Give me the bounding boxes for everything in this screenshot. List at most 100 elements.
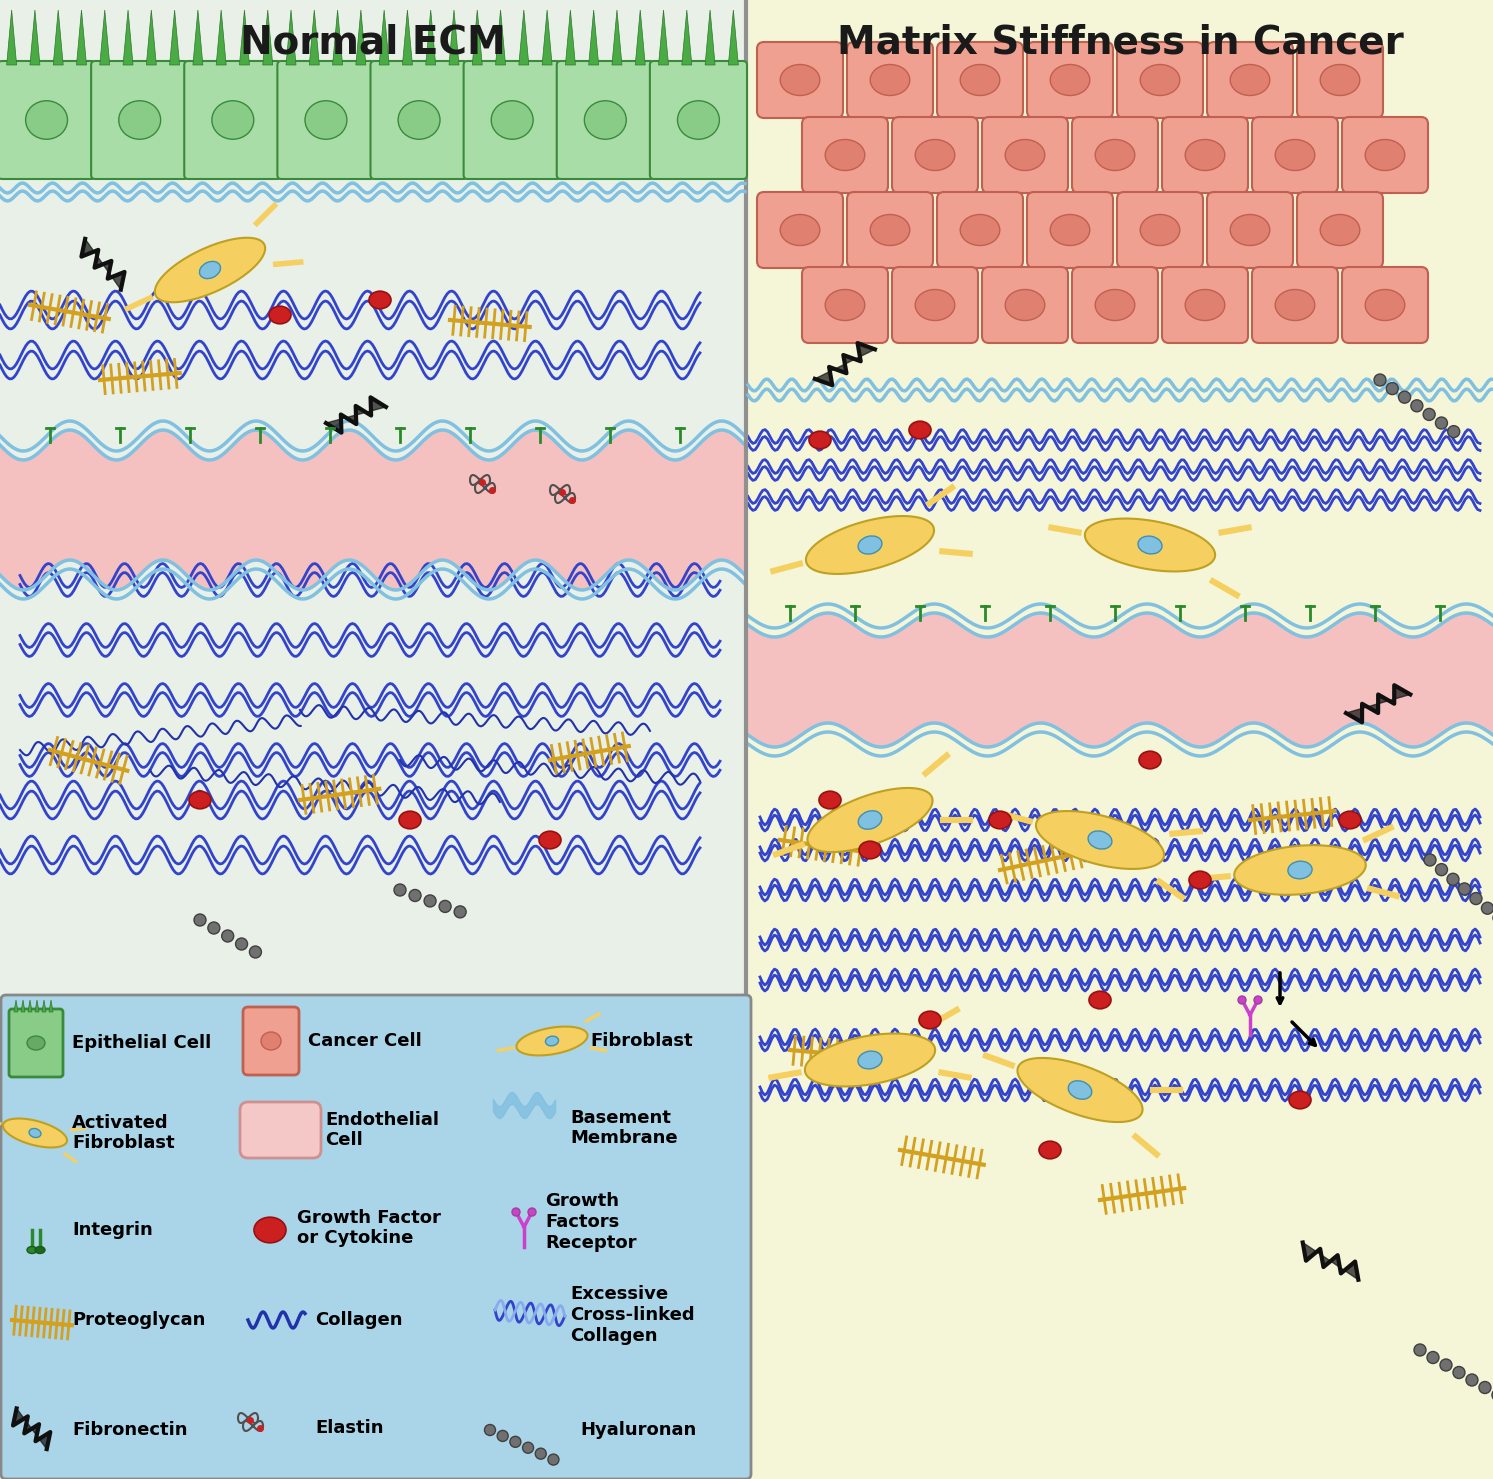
Ellipse shape <box>1288 861 1312 879</box>
Ellipse shape <box>1067 1081 1091 1099</box>
Circle shape <box>497 1430 508 1442</box>
Ellipse shape <box>545 1037 558 1046</box>
FancyBboxPatch shape <box>243 1007 299 1075</box>
FancyBboxPatch shape <box>278 61 375 179</box>
FancyBboxPatch shape <box>1027 192 1112 268</box>
Ellipse shape <box>269 306 291 324</box>
Polygon shape <box>806 516 935 574</box>
Text: Matrix Stiffness in Cancer: Matrix Stiffness in Cancer <box>836 24 1403 61</box>
Ellipse shape <box>826 290 864 321</box>
Ellipse shape <box>826 139 864 170</box>
Polygon shape <box>426 10 436 65</box>
Polygon shape <box>1303 1242 1359 1279</box>
Circle shape <box>512 1208 520 1216</box>
Text: Cancer Cell: Cancer Cell <box>308 1032 421 1050</box>
Ellipse shape <box>960 214 1000 246</box>
Text: Hyaluronan: Hyaluronan <box>579 1421 696 1439</box>
Circle shape <box>394 884 406 896</box>
Circle shape <box>1439 1359 1453 1371</box>
Polygon shape <box>6 10 16 65</box>
Polygon shape <box>216 10 225 65</box>
Ellipse shape <box>1339 810 1362 828</box>
Circle shape <box>536 1448 546 1460</box>
Ellipse shape <box>28 1128 40 1137</box>
Circle shape <box>1447 873 1459 886</box>
Polygon shape <box>122 10 133 65</box>
Ellipse shape <box>858 842 881 859</box>
FancyBboxPatch shape <box>802 268 888 343</box>
FancyBboxPatch shape <box>757 41 844 118</box>
Circle shape <box>548 1454 558 1466</box>
Bar <box>0 0 745 1479</box>
Circle shape <box>1427 1352 1439 1364</box>
Ellipse shape <box>1088 831 1112 849</box>
Circle shape <box>1481 902 1493 914</box>
Circle shape <box>1459 883 1471 895</box>
Ellipse shape <box>1188 871 1211 889</box>
Ellipse shape <box>1005 290 1045 321</box>
FancyBboxPatch shape <box>1117 192 1203 268</box>
Circle shape <box>523 1442 533 1454</box>
Polygon shape <box>542 10 552 65</box>
Polygon shape <box>76 10 87 65</box>
Circle shape <box>1423 408 1435 420</box>
Circle shape <box>409 889 421 902</box>
Polygon shape <box>54 10 63 65</box>
FancyBboxPatch shape <box>1206 192 1293 268</box>
FancyBboxPatch shape <box>557 61 654 179</box>
Circle shape <box>1480 1381 1492 1393</box>
Ellipse shape <box>1005 139 1045 170</box>
Text: Growth Factor
or Cytokine: Growth Factor or Cytokine <box>297 1208 440 1247</box>
Circle shape <box>1453 1367 1465 1378</box>
Ellipse shape <box>27 1035 45 1050</box>
Polygon shape <box>729 10 739 65</box>
Polygon shape <box>13 1408 51 1449</box>
Ellipse shape <box>1141 214 1179 246</box>
Polygon shape <box>28 1000 31 1012</box>
Polygon shape <box>146 10 157 65</box>
Polygon shape <box>42 1000 46 1012</box>
Ellipse shape <box>1365 139 1405 170</box>
Polygon shape <box>379 10 390 65</box>
Polygon shape <box>808 788 933 852</box>
FancyBboxPatch shape <box>1162 117 1248 192</box>
Circle shape <box>485 1424 496 1436</box>
Ellipse shape <box>1230 65 1271 96</box>
Circle shape <box>1435 864 1448 876</box>
Polygon shape <box>13 1000 18 1012</box>
Ellipse shape <box>539 831 561 849</box>
FancyBboxPatch shape <box>802 117 888 192</box>
Ellipse shape <box>920 1012 941 1029</box>
Ellipse shape <box>1088 991 1111 1009</box>
Text: Endothelial
Cell: Endothelial Cell <box>325 1111 439 1149</box>
Polygon shape <box>82 240 124 290</box>
Polygon shape <box>170 10 179 65</box>
Ellipse shape <box>1138 535 1162 555</box>
Polygon shape <box>805 1034 935 1087</box>
Text: Integrin: Integrin <box>72 1222 152 1239</box>
Circle shape <box>424 895 436 907</box>
Ellipse shape <box>1039 1142 1062 1160</box>
Ellipse shape <box>1288 1092 1311 1109</box>
Polygon shape <box>517 1026 588 1056</box>
Polygon shape <box>520 10 529 65</box>
Ellipse shape <box>369 291 391 309</box>
Polygon shape <box>325 398 387 433</box>
Ellipse shape <box>212 101 254 139</box>
Polygon shape <box>449 10 458 65</box>
FancyBboxPatch shape <box>1072 268 1159 343</box>
Circle shape <box>1387 383 1399 395</box>
Ellipse shape <box>200 262 221 278</box>
Circle shape <box>1238 995 1247 1004</box>
Bar <box>748 0 1493 1479</box>
Polygon shape <box>566 10 575 65</box>
FancyBboxPatch shape <box>1253 117 1338 192</box>
FancyBboxPatch shape <box>891 268 978 343</box>
FancyBboxPatch shape <box>982 117 1067 192</box>
FancyBboxPatch shape <box>9 1009 63 1077</box>
Polygon shape <box>815 343 875 385</box>
FancyBboxPatch shape <box>847 41 933 118</box>
Polygon shape <box>100 10 110 65</box>
FancyBboxPatch shape <box>1342 117 1427 192</box>
Text: Normal ECM: Normal ECM <box>240 24 506 61</box>
